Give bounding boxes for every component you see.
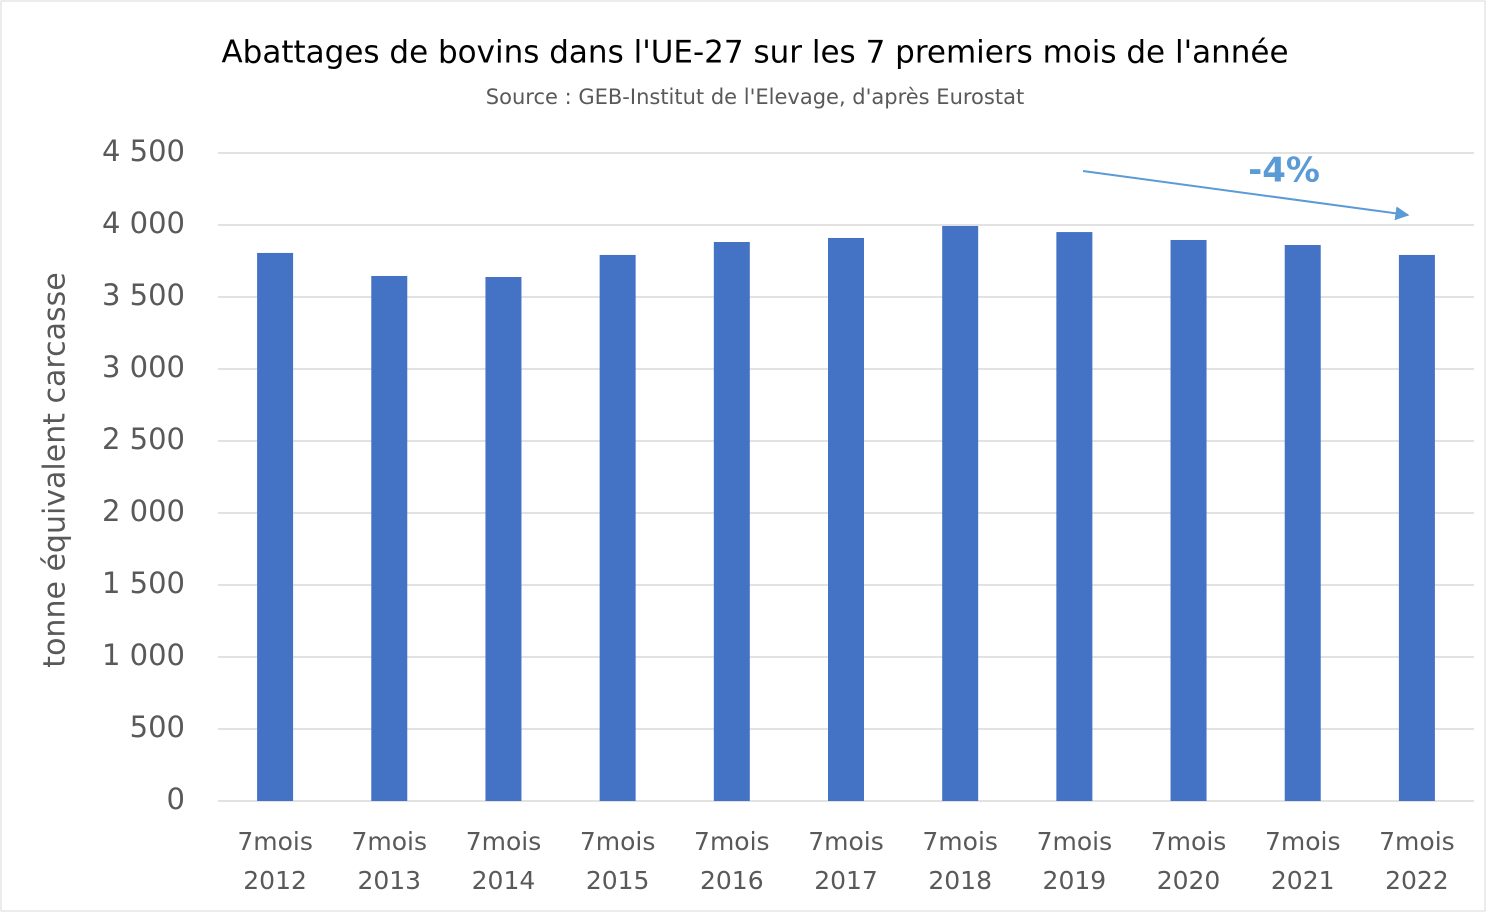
bar [942, 226, 979, 801]
trend-arrow [1082, 170, 1410, 221]
x-tick-label: 7mois 2012 [237, 827, 313, 895]
x-tick-label: 7mois 2022 [1379, 827, 1455, 895]
x-tick-label: 7mois 2021 [1265, 827, 1341, 895]
x-tick-label: 7mois 2015 [580, 827, 656, 895]
y-tick-label: 4 000 [102, 206, 185, 240]
chart-title: Abattages de bovins dans l'UE-27 sur les… [221, 35, 1288, 71]
bar [485, 276, 522, 801]
bar [257, 252, 294, 801]
bar [371, 275, 408, 801]
y-tick-label: 3 000 [102, 350, 185, 384]
bar [1170, 239, 1207, 801]
y-tick-label: 1 000 [102, 638, 185, 672]
bar [599, 254, 636, 801]
y-tick-label: 0 [167, 782, 185, 816]
x-tick-label: 7mois 2013 [352, 827, 428, 895]
y-axis-label: tonne équivalent carcasse [38, 272, 73, 667]
annotation: -4% [1248, 151, 1320, 191]
bar [1284, 245, 1321, 802]
x-tick-label: 7mois 2017 [808, 827, 884, 895]
x-tick-label: 7mois 2016 [694, 827, 770, 895]
bar [1056, 232, 1093, 801]
x-tick-label: 7mois 2019 [1037, 827, 1113, 895]
chart-subtitle: Source : GEB-Institut de l'Elevage, d'ap… [486, 85, 1024, 109]
x-tick-label: 7mois 2014 [466, 827, 542, 895]
bar [713, 241, 750, 801]
y-tick-label: 2 500 [102, 422, 185, 456]
bar [1398, 254, 1435, 801]
bar [828, 237, 864, 801]
y-tick-label: 500 [130, 710, 185, 744]
y-tick-label: 3 500 [102, 278, 185, 312]
x-tick-label: 7mois 2020 [1151, 827, 1227, 895]
y-tick-label: 1 500 [102, 566, 185, 600]
y-tick-label: 2 000 [102, 494, 185, 528]
y-tick-label: 4 500 [102, 134, 185, 168]
x-tick-label: 7mois 2018 [922, 827, 998, 895]
